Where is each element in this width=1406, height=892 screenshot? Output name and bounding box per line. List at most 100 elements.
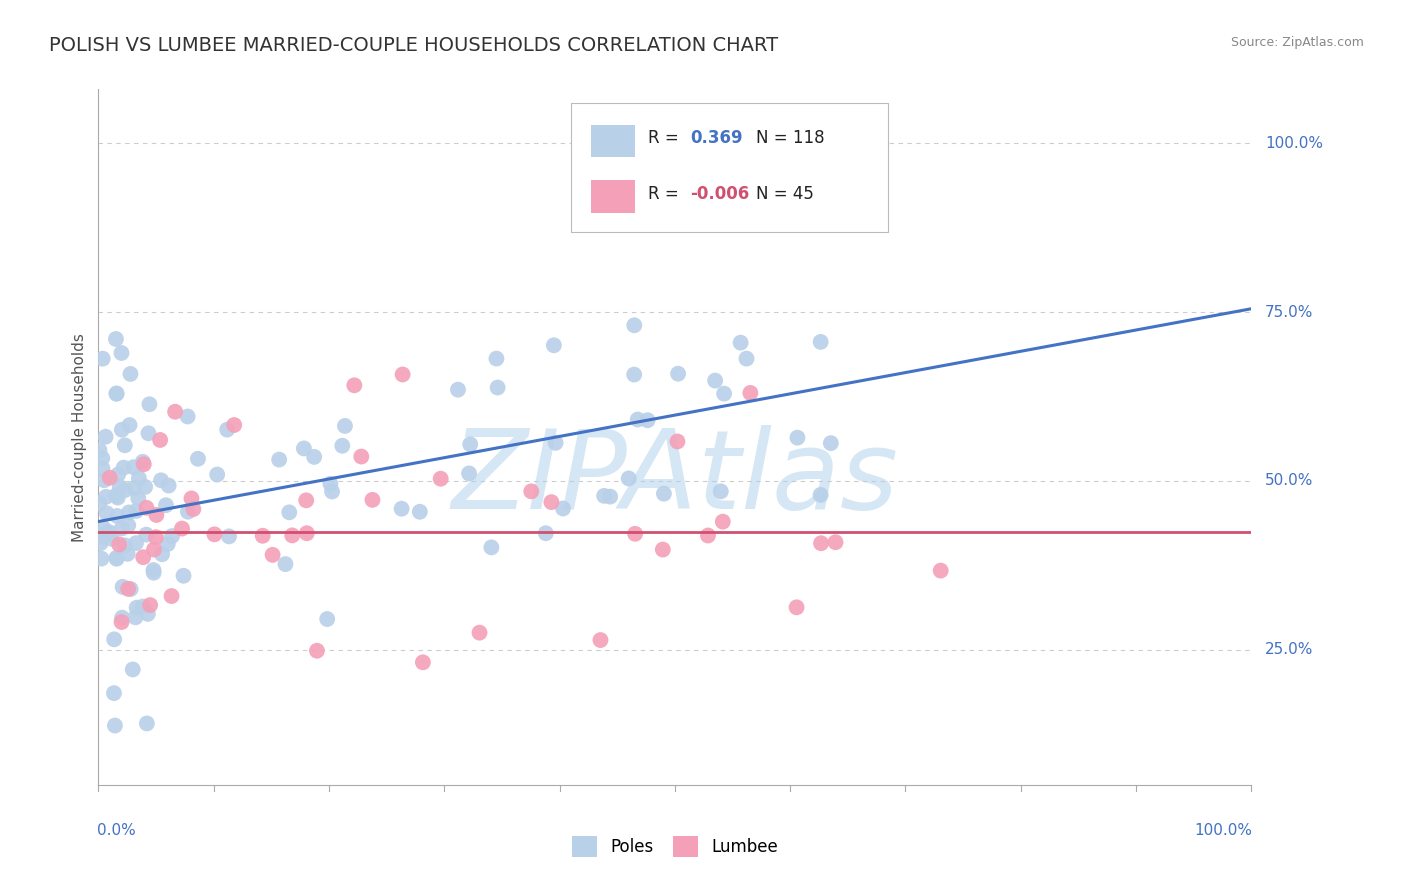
Point: [623, 368, 645, 382]
Point: [730, 335, 752, 350]
Point: [486, 380, 509, 394]
Point: [624, 526, 647, 541]
Point: [534, 526, 557, 541]
Point: [120, 582, 142, 596]
Point: [135, 527, 157, 541]
Point: [120, 367, 142, 381]
Point: [302, 450, 325, 464]
Point: [458, 437, 481, 451]
Point: [114, 438, 136, 452]
Point: [111, 580, 134, 594]
Point: [181, 502, 204, 516]
Point: [136, 607, 159, 621]
Point: [479, 541, 502, 555]
Point: [125, 504, 148, 518]
Point: [361, 492, 384, 507]
Point: [122, 481, 145, 495]
Text: POLISH VS LUMBEE MARRIED-COUPLE HOUSEHOLDS CORRELATION CHART: POLISH VS LUMBEE MARRIED-COUPLE HOUSEHOL…: [49, 36, 779, 54]
Point: [697, 528, 720, 542]
Point: [316, 612, 339, 626]
Point: [127, 491, 149, 506]
Point: [114, 483, 136, 497]
Point: [107, 491, 129, 505]
Point: [810, 536, 832, 550]
Point: [132, 550, 155, 565]
Point: [589, 633, 612, 648]
Point: [125, 536, 148, 550]
Point: [157, 478, 180, 492]
Point: [176, 409, 198, 424]
Point: [114, 538, 136, 552]
Point: [391, 368, 413, 382]
Point: [128, 471, 150, 485]
Point: [111, 521, 134, 535]
Point: [112, 460, 135, 475]
Point: [333, 418, 356, 433]
Point: [593, 489, 616, 503]
Point: [330, 439, 353, 453]
Point: [111, 610, 134, 624]
Point: [713, 386, 735, 401]
Point: [90, 528, 112, 542]
Point: [177, 505, 200, 519]
Point: [666, 434, 689, 449]
Point: [97, 524, 120, 539]
Point: [118, 418, 141, 433]
Point: [305, 644, 328, 658]
Text: ZIPAtlas: ZIPAtlas: [451, 425, 898, 533]
Point: [90, 536, 112, 550]
Point: [321, 484, 343, 499]
Text: N = 118: N = 118: [755, 129, 824, 147]
Point: [710, 484, 733, 499]
Point: [93, 473, 115, 487]
Point: [617, 471, 640, 485]
Point: [135, 716, 157, 731]
Point: [786, 431, 808, 445]
Point: [217, 423, 239, 437]
Y-axis label: Married-couple Households: Married-couple Households: [72, 333, 87, 541]
Point: [202, 527, 225, 541]
FancyBboxPatch shape: [571, 103, 889, 232]
Text: 100.0%: 100.0%: [1195, 823, 1253, 838]
Point: [103, 632, 125, 647]
Point: [485, 351, 508, 366]
Point: [134, 480, 156, 494]
Point: [429, 472, 451, 486]
Point: [627, 412, 650, 426]
Point: [111, 423, 134, 437]
Point: [160, 529, 183, 543]
Point: [96, 506, 118, 520]
Point: [98, 526, 121, 541]
Point: [110, 615, 132, 629]
Point: [218, 529, 240, 543]
Point: [262, 548, 284, 562]
Point: [91, 520, 114, 534]
Point: [103, 686, 125, 700]
Point: [740, 386, 762, 401]
Point: [343, 378, 366, 392]
Point: [89, 443, 111, 458]
Point: [108, 480, 131, 494]
Point: [170, 522, 193, 536]
Point: [104, 718, 127, 732]
Point: [224, 417, 246, 432]
Point: [205, 467, 228, 482]
Point: [132, 599, 155, 614]
Point: [107, 467, 129, 482]
Bar: [591, 180, 634, 213]
Point: [145, 508, 167, 522]
Point: [150, 473, 173, 487]
Point: [468, 625, 491, 640]
Point: [543, 338, 565, 352]
Bar: [591, 125, 634, 157]
Point: [105, 386, 128, 401]
Point: [110, 346, 132, 360]
Point: [94, 528, 117, 542]
Point: [117, 547, 139, 561]
Legend: Poles, Lumbee: Poles, Lumbee: [572, 837, 778, 856]
Text: R =: R =: [648, 185, 685, 202]
Point: [447, 383, 470, 397]
Point: [929, 564, 952, 578]
Point: [139, 598, 162, 612]
Point: [138, 426, 160, 441]
